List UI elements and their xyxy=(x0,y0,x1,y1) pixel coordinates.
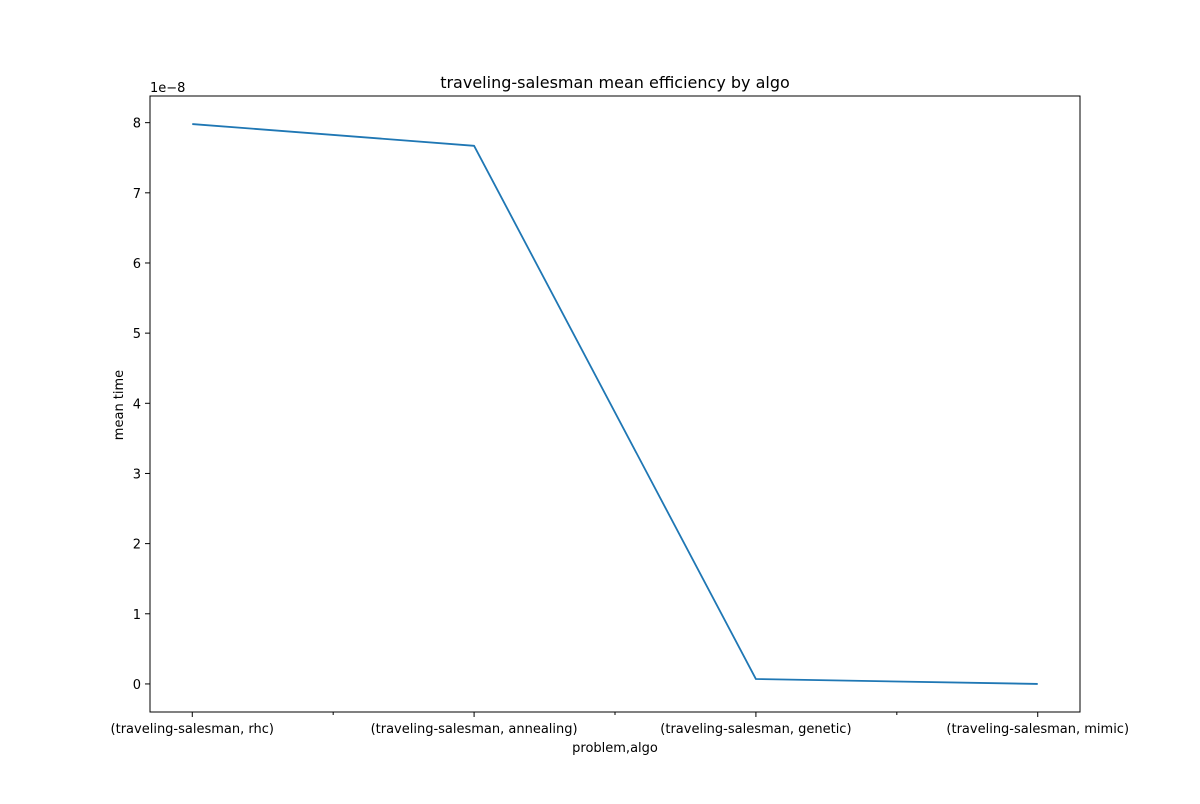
plot-frame xyxy=(149,95,1081,713)
y-tick-label: 6 xyxy=(133,257,141,272)
plot-area: 0 1 2 3 4 5 6 7 8 (traveling-salesman, rhc) (trave… xyxy=(111,95,1129,737)
x-tick-label: (traveling-salesman, genetic) xyxy=(660,722,851,737)
y-tick-label: 5 xyxy=(133,327,141,342)
y-tick-label: 2 xyxy=(133,538,141,553)
y-tick-label: 3 xyxy=(133,467,141,482)
x-tick-label: (traveling-salesman, annealing) xyxy=(371,722,578,737)
y-tick-label: 1 xyxy=(133,608,141,623)
series-line xyxy=(192,123,1038,685)
y-tick-label: 4 xyxy=(133,397,141,412)
y-axis-label: mean time xyxy=(112,370,127,440)
y-tick-label: 7 xyxy=(133,187,141,202)
x-axis-label: problem,algo xyxy=(572,741,658,756)
y-tick-label: 0 xyxy=(133,678,141,693)
y-offset-label: 1e−8 xyxy=(150,81,185,96)
y-tick-label: 8 xyxy=(133,117,141,132)
x-tick-label: (traveling-salesman, mimic) xyxy=(946,722,1129,737)
chart-title: traveling-salesman mean efficiency by al… xyxy=(440,73,790,92)
x-tick-label: (traveling-salesman, rhc) xyxy=(111,722,274,737)
